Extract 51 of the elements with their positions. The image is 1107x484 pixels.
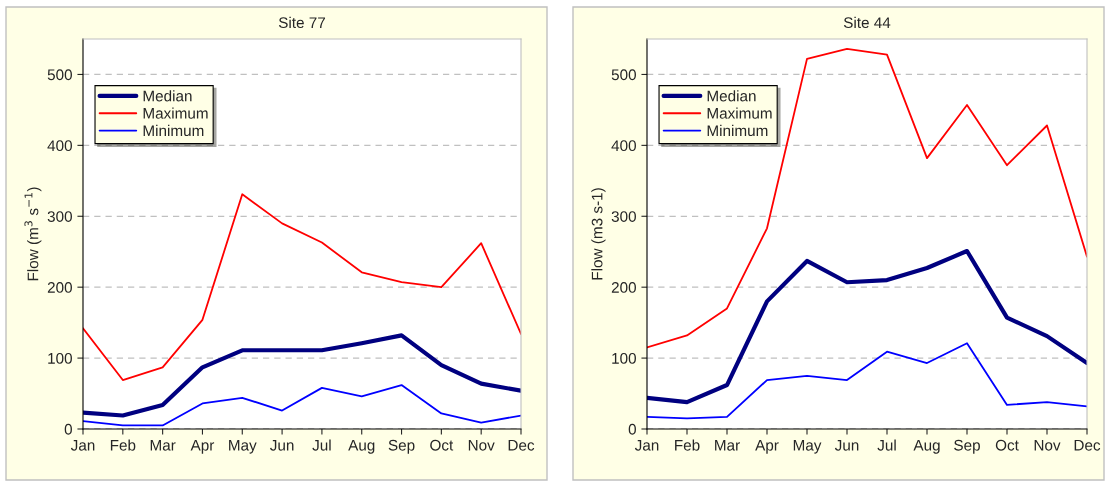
legend-label: Median: [143, 90, 192, 102]
y-tick-label: 200: [47, 282, 72, 293]
y-tick-label: 400: [47, 140, 72, 152]
x-tick-label: Aug: [913, 439, 940, 454]
legend-label: Median: [707, 90, 756, 102]
x-tick-label: Aug: [348, 439, 375, 454]
y-tick-label: 100: [48, 352, 72, 364]
line-series: [83, 193, 521, 381]
x-tick-label: May: [229, 439, 257, 454]
y-tick-label: 200: [611, 282, 636, 293]
x-tick-label: Nov: [1034, 439, 1061, 451]
x-tick-label: Jan: [634, 439, 659, 451]
line-series: [647, 342, 1087, 420]
line-series: [647, 48, 1087, 349]
x-tick-label: Sep: [954, 439, 980, 454]
y-tick-label: 300: [611, 211, 636, 222]
x-tick-label: Jul: [312, 439, 331, 451]
x-tick-label: Mar: [715, 439, 740, 451]
y-tick-label: 500: [47, 69, 72, 81]
x-tick-label: Oct: [995, 439, 1019, 451]
x-tick-label: Jun: [834, 439, 859, 451]
x-tick-label: Feb: [675, 439, 700, 451]
chart-title: Site 77: [278, 16, 326, 29]
y-tick-label: 0: [628, 423, 636, 435]
y-tick-label: 300: [47, 211, 72, 222]
x-tick-label: Jan: [70, 439, 95, 451]
x-tick-label: Jun: [270, 439, 294, 451]
x-tick-label: Dec: [1074, 439, 1101, 451]
x-tick-label: Oct: [430, 439, 454, 451]
y-axis-title: Flow (m3 s-1): [591, 188, 606, 280]
y-tick-label: 100: [612, 352, 636, 364]
x-tick-label: Apr: [190, 439, 215, 454]
x-tick-label: May: [793, 439, 822, 454]
x-tick-label: Apr: [755, 439, 779, 454]
x-tick-label: Jul: [877, 439, 896, 451]
x-tick-label: Mar: [150, 439, 176, 451]
x-tick-label: Sep: [388, 439, 415, 454]
y-tick-label: 400: [611, 140, 636, 152]
line-series: [83, 333, 521, 418]
y-axis-title: Flow (m$^{3}$ s$^{−1}$): [24, 187, 42, 281]
legend-label: Minimum: [143, 124, 204, 137]
legend-label: Minimum: [707, 124, 768, 137]
x-tick-label: Nov: [468, 439, 495, 451]
y-tick-label: 0: [64, 423, 72, 435]
line-series: [647, 248, 1087, 405]
x-tick-label: Feb: [110, 439, 136, 451]
legend-label: Maximum: [143, 107, 208, 119]
y-tick-label: 500: [611, 69, 636, 81]
chart-title: Site 44: [843, 16, 891, 29]
x-tick-label: Dec: [508, 439, 535, 451]
legend-label: Maximum: [707, 107, 772, 119]
